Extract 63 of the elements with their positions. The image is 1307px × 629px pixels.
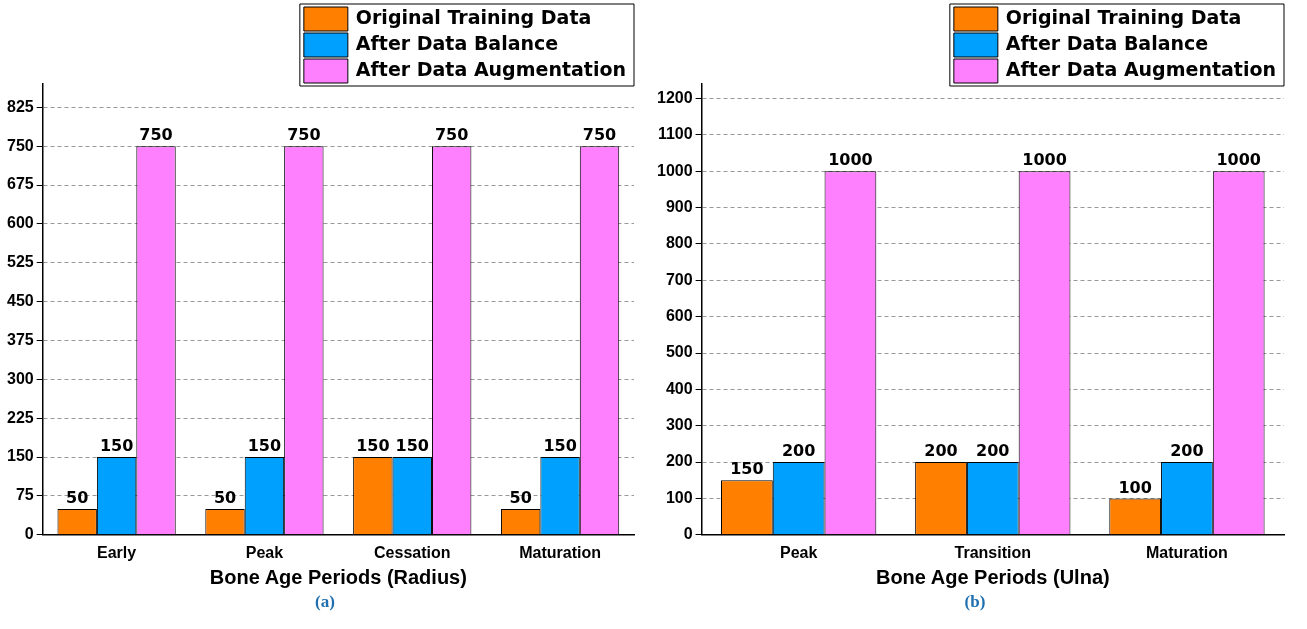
y-tick-label: 300 bbox=[6, 369, 34, 387]
y-tick-label: 1100 bbox=[657, 125, 693, 143]
legend-label: After Data Augmentation bbox=[1005, 57, 1276, 80]
data-label: 750 bbox=[434, 125, 469, 145]
x-tick-label: Maturation bbox=[1146, 543, 1228, 561]
y-tick-label: 800 bbox=[665, 234, 693, 252]
data-label: 150 bbox=[356, 436, 390, 456]
data-label: 150 bbox=[395, 436, 429, 456]
text: (b) bbox=[964, 592, 986, 612]
x-tick-label: Maturation bbox=[519, 543, 601, 561]
x-tick-label: Cessation bbox=[374, 543, 451, 561]
legend-label: Original Training Data bbox=[1005, 5, 1242, 28]
data-label: 150 bbox=[730, 459, 764, 479]
y-tick-label: 0 bbox=[24, 525, 34, 543]
data-label: 1000 bbox=[1022, 150, 1067, 170]
y-tick-label: 525 bbox=[6, 253, 34, 271]
y-tick-label: 450 bbox=[6, 292, 34, 310]
legend-label: After Data Augmentation bbox=[355, 57, 626, 80]
y-tick-label: 200 bbox=[665, 452, 693, 470]
legend-label: After Data Balance bbox=[355, 31, 559, 54]
data-label: 150 bbox=[99, 436, 134, 456]
y-tick-label: 400 bbox=[665, 379, 693, 397]
data-label: 200 bbox=[781, 441, 816, 461]
x-tick-label: Early bbox=[97, 543, 137, 561]
x-axis-title: Bone Age Periods (Radius) bbox=[209, 565, 467, 588]
data-label: 750 bbox=[139, 125, 173, 145]
data-label: 200 bbox=[1170, 441, 1204, 461]
y-tick-label: 300 bbox=[665, 416, 693, 434]
y-tick-label: 150 bbox=[6, 447, 34, 465]
x-tick-label: Peak bbox=[779, 543, 818, 561]
data-label: 50 bbox=[213, 488, 237, 508]
x-tick-label: Transition bbox=[954, 543, 1032, 561]
y-tick-label: 600 bbox=[665, 307, 693, 325]
data-label: 200 bbox=[924, 441, 958, 461]
legend-label: After Data Balance bbox=[1005, 31, 1209, 54]
data-label: 1000 bbox=[828, 150, 873, 170]
y-tick-label: 600 bbox=[6, 214, 34, 232]
legend-label: Original Training Data bbox=[355, 5, 592, 28]
y-tick-label: 700 bbox=[665, 270, 693, 288]
y-tick-label: 1200 bbox=[657, 88, 693, 106]
y-tick-label: 900 bbox=[665, 198, 693, 216]
y-tick-label: 675 bbox=[6, 175, 34, 193]
y-tick-label: 0 bbox=[683, 525, 693, 543]
data-label: 150 bbox=[247, 436, 282, 456]
data-label: 50 bbox=[509, 488, 532, 508]
y-tick-label: 225 bbox=[6, 408, 34, 426]
y-tick-label: 1000 bbox=[657, 161, 693, 179]
x-axis-title: Bone Age Periods (Ulna) bbox=[875, 565, 1110, 588]
y-tick-label: 100 bbox=[665, 488, 693, 506]
data-label: 750 bbox=[582, 125, 617, 145]
y-tick-label: 500 bbox=[665, 343, 693, 361]
text: (a) bbox=[315, 592, 335, 612]
y-tick-label: 825 bbox=[6, 97, 34, 115]
x-tick-label: Peak bbox=[245, 543, 284, 561]
y-tick-label: 75 bbox=[15, 486, 34, 504]
y-tick-label: 750 bbox=[6, 136, 34, 154]
data-label: 150 bbox=[543, 436, 577, 456]
data-label: 50 bbox=[66, 488, 89, 508]
data-label: 1000 bbox=[1216, 150, 1261, 170]
data-label: 200 bbox=[976, 441, 1010, 461]
data-label: 100 bbox=[1118, 477, 1152, 497]
y-tick-label: 375 bbox=[6, 330, 34, 348]
data-label: 750 bbox=[287, 125, 321, 145]
